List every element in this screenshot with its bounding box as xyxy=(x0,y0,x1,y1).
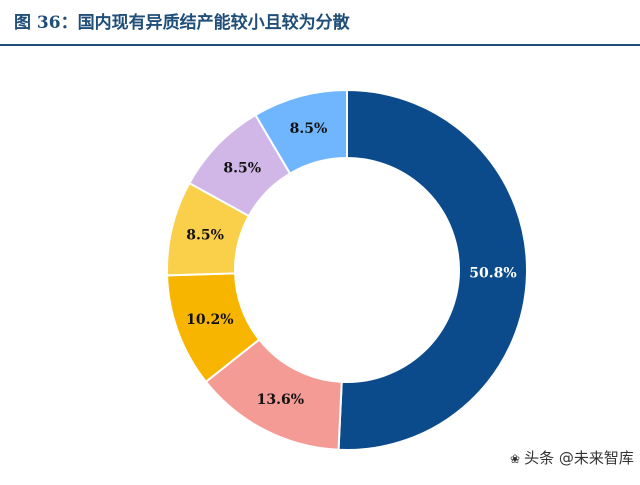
watermark-text: 头条 @未来智库 xyxy=(524,449,634,467)
donut-slice-5 xyxy=(254,88,348,175)
slice-label-2: 10.2% xyxy=(186,312,233,328)
figure-title: 图 36：国内现有异质结产能较小且较为分散 xyxy=(14,13,350,33)
wechat-icon: ❀ xyxy=(510,452,521,466)
slice-label-3: 8.5% xyxy=(186,228,224,244)
slice-label-5: 8.5% xyxy=(290,121,328,137)
slice-label-1: 13.6% xyxy=(257,392,304,408)
slice-label-4: 8.5% xyxy=(223,160,261,176)
donut-slice-0 xyxy=(337,88,528,451)
slice-label-0: 50.8% xyxy=(469,265,516,281)
title-divider xyxy=(0,44,640,46)
watermark: ❀ 头条 @未来智库 xyxy=(510,447,634,468)
